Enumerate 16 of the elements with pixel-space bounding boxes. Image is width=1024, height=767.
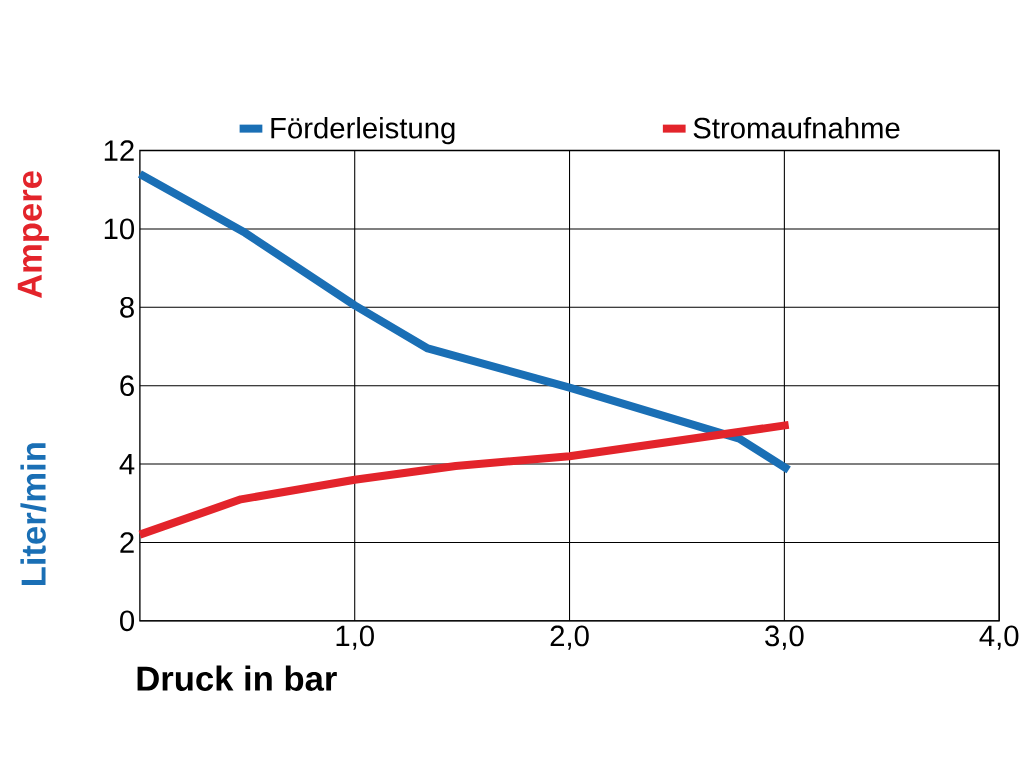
- text: Ampere: [17, 171, 49, 298]
- x-axis-title: Druck in bar: [137, 665, 337, 691]
- y-tick-label: 2: [120, 532, 134, 553]
- y-tick-label: 12: [104, 140, 134, 161]
- y-tick-label: 4: [119, 453, 135, 474]
- x-tick-label: 1,0: [336, 625, 374, 650]
- y-axis-title: Liter/min: [20, 443, 47, 585]
- legend-label: Stromaufnahme: [693, 116, 900, 139]
- x-tick-label: 4,0: [979, 625, 1019, 650]
- x-tick-label: 3,0: [765, 625, 804, 650]
- y-tick-label: 0: [120, 610, 135, 632]
- y-tick-label: 8: [120, 296, 134, 318]
- legend-label: Förderleistung: [271, 116, 455, 145]
- x-tick-label: 2,0: [550, 625, 589, 650]
- y-tick-label: 6: [120, 375, 134, 396]
- y-tick-label: 10: [104, 218, 135, 240]
